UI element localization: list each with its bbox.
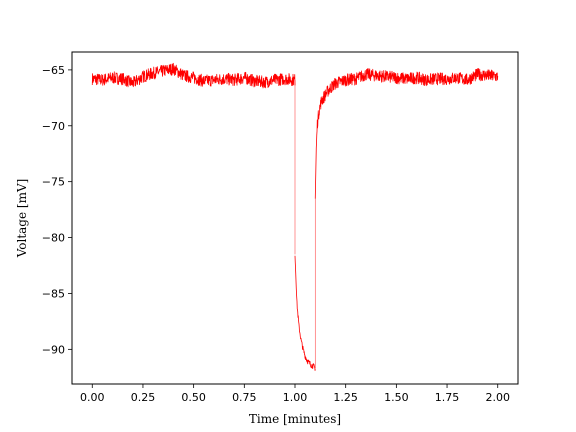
- y-tick-label: −70: [42, 120, 65, 133]
- x-axis: 0.00 0.25 0.50 0.75 1.00 1.25 1.50 1.75 2.00: [80, 384, 510, 404]
- x-tick-label: 1.00: [283, 391, 308, 404]
- x-tick-label: 0.50: [181, 391, 206, 404]
- x-tick-label: 0.25: [131, 391, 156, 404]
- series-line: [294, 255, 316, 371]
- x-tick-label: 0.75: [232, 391, 257, 404]
- y-tick-label: −90: [42, 343, 65, 356]
- series-layer: [91, 62, 499, 371]
- y-axis: −90 −85 −80 −75 −70 −65: [42, 64, 72, 356]
- x-tick-label: 0.00: [80, 391, 105, 404]
- x-tick-label: 1.25: [333, 391, 358, 404]
- series-line: [314, 68, 499, 199]
- y-axis-title: Voltage [mV]: [15, 179, 29, 259]
- x-tick-label: 1.50: [384, 391, 409, 404]
- x-tick-label: 1.75: [435, 391, 460, 404]
- series-line: [91, 62, 296, 89]
- y-tick-label: −80: [42, 232, 65, 245]
- y-tick-label: −75: [42, 176, 65, 189]
- y-tick-label: −85: [42, 287, 65, 300]
- x-axis-title: Time [minutes]: [249, 412, 341, 426]
- y-tick-label: −65: [42, 64, 65, 77]
- x-tick-label: 2.00: [485, 391, 510, 404]
